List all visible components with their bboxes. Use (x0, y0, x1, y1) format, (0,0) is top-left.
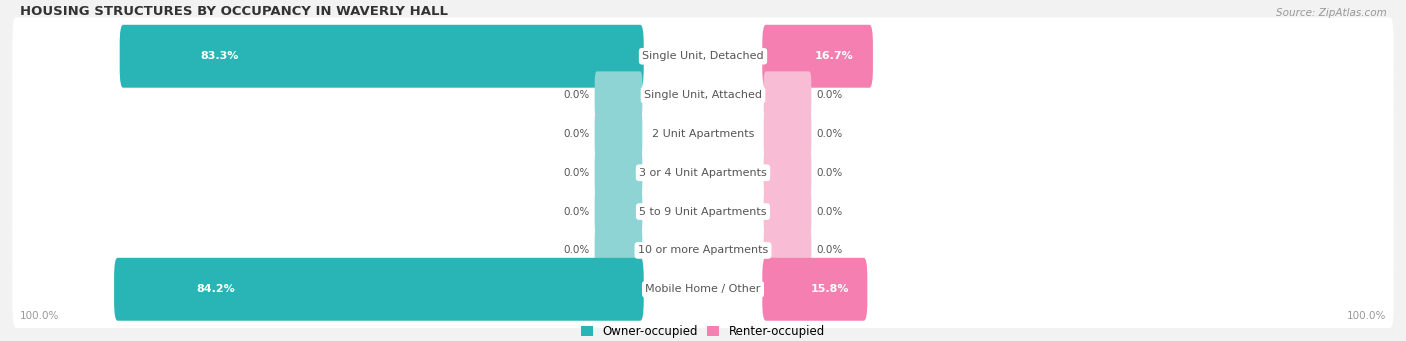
FancyBboxPatch shape (595, 110, 643, 158)
Text: Mobile Home / Other: Mobile Home / Other (645, 284, 761, 294)
Text: 84.2%: 84.2% (195, 284, 235, 294)
FancyBboxPatch shape (13, 134, 1393, 212)
FancyBboxPatch shape (595, 149, 643, 196)
Text: 100.0%: 100.0% (20, 311, 59, 321)
Text: 0.0%: 0.0% (564, 129, 589, 139)
FancyBboxPatch shape (114, 258, 644, 321)
FancyBboxPatch shape (13, 173, 1393, 250)
FancyBboxPatch shape (763, 227, 811, 274)
Text: 16.7%: 16.7% (815, 51, 853, 61)
Text: 2 Unit Apartments: 2 Unit Apartments (652, 129, 754, 139)
FancyBboxPatch shape (595, 188, 643, 235)
FancyBboxPatch shape (763, 71, 811, 119)
FancyBboxPatch shape (595, 227, 643, 274)
Text: Single Unit, Attached: Single Unit, Attached (644, 90, 762, 100)
Text: 0.0%: 0.0% (817, 168, 842, 178)
Text: 0.0%: 0.0% (817, 246, 842, 255)
FancyBboxPatch shape (762, 258, 868, 321)
Text: 0.0%: 0.0% (564, 246, 589, 255)
FancyBboxPatch shape (13, 212, 1393, 289)
Text: HOUSING STRUCTURES BY OCCUPANCY IN WAVERLY HALL: HOUSING STRUCTURES BY OCCUPANCY IN WAVER… (20, 5, 447, 18)
FancyBboxPatch shape (763, 188, 811, 235)
FancyBboxPatch shape (13, 95, 1393, 173)
Text: 0.0%: 0.0% (564, 207, 589, 217)
Text: 0.0%: 0.0% (564, 168, 589, 178)
Text: 100.0%: 100.0% (1347, 311, 1386, 321)
Text: 0.0%: 0.0% (817, 207, 842, 217)
Legend: Owner-occupied, Renter-occupied: Owner-occupied, Renter-occupied (581, 325, 825, 338)
Text: Single Unit, Detached: Single Unit, Detached (643, 51, 763, 61)
FancyBboxPatch shape (13, 250, 1393, 328)
Text: 0.0%: 0.0% (817, 129, 842, 139)
Text: 0.0%: 0.0% (817, 90, 842, 100)
FancyBboxPatch shape (762, 25, 873, 88)
FancyBboxPatch shape (763, 149, 811, 196)
Text: 15.8%: 15.8% (811, 284, 849, 294)
Text: 0.0%: 0.0% (564, 90, 589, 100)
Text: 5 to 9 Unit Apartments: 5 to 9 Unit Apartments (640, 207, 766, 217)
Text: Source: ZipAtlas.com: Source: ZipAtlas.com (1275, 8, 1386, 18)
FancyBboxPatch shape (763, 110, 811, 158)
Text: 83.3%: 83.3% (201, 51, 239, 61)
FancyBboxPatch shape (595, 71, 643, 119)
Text: 3 or 4 Unit Apartments: 3 or 4 Unit Apartments (640, 168, 766, 178)
FancyBboxPatch shape (120, 25, 644, 88)
Text: 10 or more Apartments: 10 or more Apartments (638, 246, 768, 255)
FancyBboxPatch shape (13, 56, 1393, 134)
FancyBboxPatch shape (13, 17, 1393, 95)
